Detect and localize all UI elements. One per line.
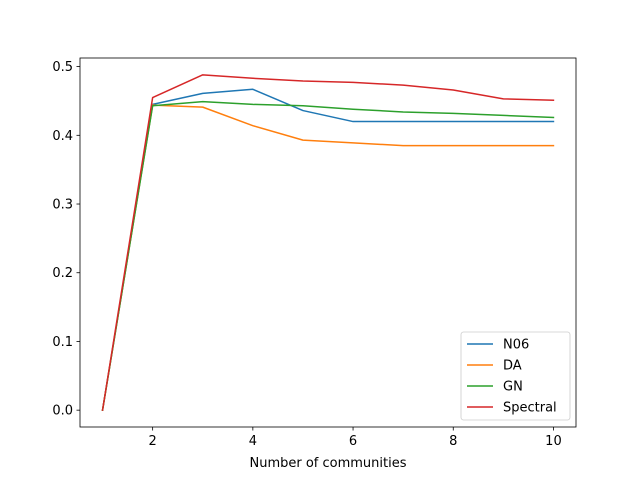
y-tick-label: 0.3 (52, 198, 73, 213)
legend: N06 DA GN Spectral (460, 331, 571, 421)
legend-label-gn: GN (503, 380, 523, 395)
x-tick-label: 2 (149, 434, 157, 449)
ticks-layer: 2 4 6 8 10 0.0 0.1 0.2 0.3 0.4 0.5 (52, 60, 561, 449)
legend-label-da: DA (503, 359, 522, 374)
y-tick-label: 0.4 (52, 129, 73, 144)
legend-label-n06: N06 (503, 338, 529, 353)
x-tick-label: 6 (349, 434, 357, 449)
legend-box (460, 331, 571, 421)
series-line-gn (101, 100, 555, 412)
x-tick-label: 10 (545, 434, 562, 449)
axes-frame (79, 57, 577, 428)
series-line-da (101, 104, 555, 412)
y-tick-label: 0.0 (52, 404, 73, 419)
y-tick-label: 0.1 (52, 335, 73, 350)
legend-label-spectral: Spectral (503, 401, 557, 416)
x-tick-label: 4 (249, 434, 257, 449)
y-tick-label: 0.5 (52, 60, 73, 75)
y-tick-label: 0.2 (52, 266, 73, 281)
series-line-n06 (101, 88, 555, 412)
series-line-spectral (101, 74, 555, 412)
series-layer (101, 74, 555, 412)
x-tick-label: 8 (449, 434, 457, 449)
x-axis-label: Number of communities (249, 456, 406, 471)
